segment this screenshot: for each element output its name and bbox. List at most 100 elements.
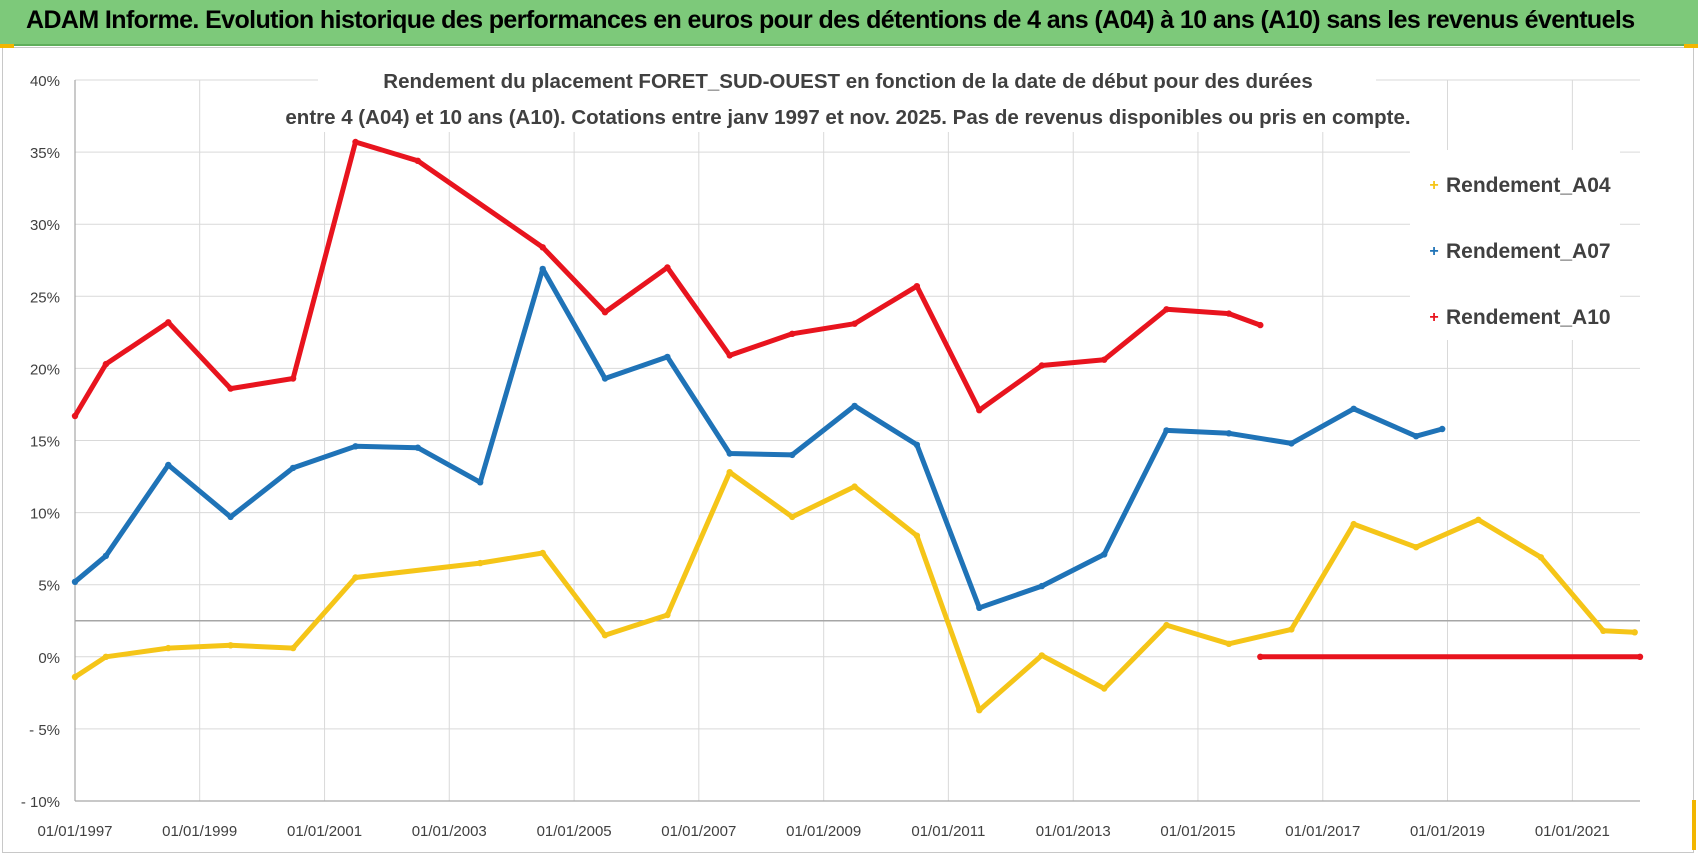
data-point: [477, 559, 484, 567]
gridlines: [74, 79, 1640, 802]
chart-title: Rendement du placement FORET_SUD-OUEST e…: [285, 66, 1411, 132]
series-line-Rendement_A07: [72, 266, 1445, 611]
series-line-Rendement_A10: [72, 139, 1263, 419]
x-tick-label: 01/01/2015: [1160, 823, 1235, 840]
legend-label: Rendement_A04: [1446, 174, 1611, 197]
data-point: [71, 412, 79, 420]
data-point: [102, 552, 110, 560]
legend-label: Rendement_A10: [1446, 306, 1611, 329]
x-tick-label: 01/01/2019: [1410, 823, 1485, 840]
data-point: [913, 532, 921, 539]
series-lines: [71, 138, 1644, 714]
banner-title: ADAM Informe. Evolution historique des p…: [26, 6, 1635, 34]
x-tick-label: 01/01/1999: [162, 823, 237, 840]
data-point: [1257, 653, 1264, 660]
axes: [74, 80, 1640, 802]
data-point: [1257, 321, 1264, 329]
data-point: [165, 319, 172, 326]
corner-mark-bottom-right: [1692, 800, 1696, 850]
data-point: [976, 707, 983, 714]
y-tick-label: 15%: [30, 434, 60, 451]
legend: + Rendement_A04 + Rendement_A07 + Rendement_A…: [1410, 150, 1620, 340]
data-point: [352, 138, 359, 146]
y-tick-label: 40%: [30, 73, 60, 90]
data-point: [1101, 551, 1108, 558]
y-tick-label: 25%: [30, 289, 60, 306]
data-point: [1439, 425, 1446, 433]
data-point: [539, 549, 546, 557]
data-point: [289, 464, 297, 472]
data-point: [352, 443, 359, 450]
corner-mark-top-right: [1684, 44, 1698, 48]
data-point: [1412, 544, 1420, 551]
data-point: [1101, 685, 1108, 692]
data-point: [601, 632, 609, 639]
data-point: [976, 407, 983, 414]
data-point: [1350, 520, 1357, 528]
corner-mark-top-left: [0, 44, 14, 48]
data-point: [1412, 433, 1420, 440]
data-point: [1163, 427, 1170, 434]
chart-title-line-2: entre 4 (A04) et 10 ans (A10). Cotations…: [285, 106, 1410, 129]
data-point: [1350, 405, 1357, 412]
data-point: [1631, 629, 1638, 636]
data-point: [1288, 626, 1295, 633]
chart-frame: [2, 47, 1694, 853]
data-point: [227, 513, 234, 521]
data-point: [414, 444, 421, 451]
x-tick-label: 01/01/2021: [1535, 823, 1610, 840]
data-point: [1225, 430, 1233, 437]
data-point: [1038, 652, 1046, 659]
data-point: [227, 642, 234, 649]
data-point: [289, 375, 297, 382]
x-tick-label: 01/01/2003: [412, 823, 487, 840]
data-point: [913, 441, 921, 448]
y-tick-label: - 5%: [29, 722, 60, 739]
data-point: [601, 375, 609, 382]
data-point: [851, 402, 858, 410]
x-tick-label: 01/01/1997: [37, 823, 112, 840]
chart-title-line-1: Rendement du placement FORET_SUD-OUEST e…: [383, 70, 1312, 93]
data-point: [851, 320, 858, 327]
data-point: [601, 309, 609, 316]
y-tick-label: 10%: [30, 506, 60, 523]
tick-labels: 40% 35% 30% 25% 20% 15% 10% 5% 0% - 5% - 10% 01/01/…: [21, 73, 1610, 840]
x-tick-label: 01/01/2007: [661, 823, 736, 840]
x-tick-label: 01/01/2001: [287, 823, 362, 840]
data-point: [414, 157, 421, 164]
y-tick-label: 30%: [30, 217, 60, 234]
data-point: [789, 330, 796, 337]
data-point: [102, 360, 110, 368]
data-point: [664, 611, 671, 619]
data-point: [726, 450, 733, 457]
data-point: [539, 244, 546, 251]
x-tick-label: 01/01/2013: [1036, 823, 1111, 840]
y-tick-label: 35%: [30, 145, 60, 162]
data-point: [913, 283, 921, 290]
header-banner: ADAM Informe. Evolution historique des p…: [0, 0, 1698, 46]
y-tick-label: - 10%: [21, 794, 60, 811]
data-point: [1636, 653, 1644, 660]
legend-marker: +: [1429, 177, 1438, 194]
data-point: [102, 653, 110, 660]
data-point: [726, 352, 733, 359]
data-point: [1163, 306, 1170, 313]
legend-background: [1410, 150, 1620, 340]
data-point: [664, 353, 671, 361]
data-point: [165, 461, 172, 469]
data-point: [789, 451, 796, 459]
data-point: [539, 265, 546, 273]
data-point: [352, 574, 359, 581]
data-point: [664, 264, 671, 271]
data-point: [976, 604, 983, 611]
data-point: [1225, 310, 1233, 317]
x-tick-label: 01/01/2005: [537, 823, 612, 840]
y-tick-label: 5%: [38, 578, 60, 595]
data-point: [726, 469, 733, 476]
data-point: [71, 578, 79, 585]
data-point: [789, 513, 796, 521]
x-tick-label: 01/01/2009: [786, 823, 861, 840]
title-background: [318, 66, 1376, 132]
data-point: [1537, 554, 1545, 561]
